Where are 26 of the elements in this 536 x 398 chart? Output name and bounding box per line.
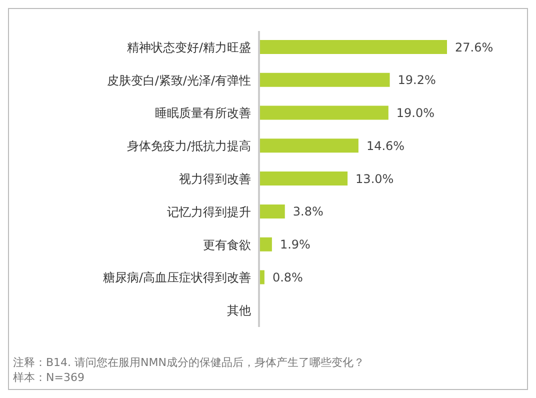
y-tick-label: 糖尿病/高血压症状得到改善	[102, 270, 251, 285]
bar	[259, 204, 285, 218]
y-tick-label: 更有食欲	[203, 238, 251, 252]
data-label: 19.2%	[398, 73, 436, 88]
bar	[259, 40, 447, 54]
y-tick-label: 身体免疫力/抵抗力提高	[126, 139, 251, 154]
y-tick-label: 其他	[227, 304, 251, 318]
data-label: 1.9%	[280, 238, 310, 252]
y-tick-label: 睡眠质量有所改善	[155, 106, 251, 120]
data-label: 0.8%	[272, 270, 303, 284]
y-tick-label: 视力得到改善	[179, 172, 251, 186]
data-label: 14.6%	[366, 138, 405, 153]
data-label: 27.6%	[455, 40, 494, 54]
bar	[259, 138, 358, 153]
bar	[259, 172, 348, 186]
bar	[259, 72, 390, 87]
text: 注释：B14. 请问您在服用NMN成分的保健品后，身体产生了哪些变化？	[13, 355, 364, 370]
data-label: 13.0%	[356, 172, 394, 186]
y-tick-label: 皮肤变白/紧致/光泽/有弹性	[106, 73, 251, 88]
bar	[259, 237, 272, 252]
data-label: 3.8%	[292, 204, 324, 219]
bar	[259, 106, 388, 120]
data-label: 19.0%	[396, 106, 435, 120]
y-tick-label: 记忆力得到提升	[167, 204, 251, 219]
y-tick-label: 精神状态变好/精力旺盛	[126, 40, 251, 54]
text: 样本：N=369	[13, 370, 86, 385]
